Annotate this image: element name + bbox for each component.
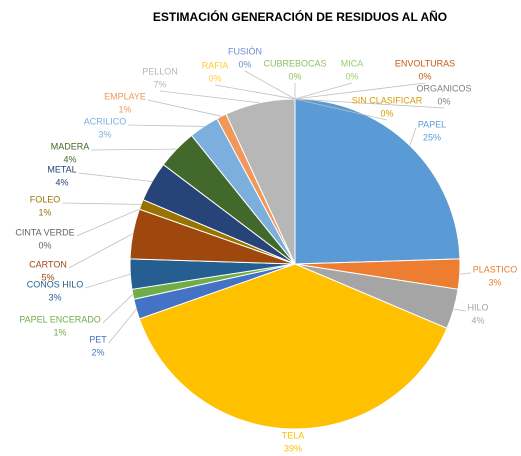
slice-label: FUSIÓN [228,46,262,56]
slice-value-label: 7% [153,79,166,89]
slice-label: TELA [282,430,305,440]
leader-line [459,272,471,275]
slice-label: ORGANICOS [416,83,471,93]
slice-label: MADERA [51,141,90,151]
slice-value-label: 0% [208,73,221,83]
slice-value-label: 3% [98,129,111,139]
leader-line [68,233,133,269]
leader-line [102,294,134,324]
leader-line [159,90,260,104]
slice-value-label: 0% [238,59,251,69]
slice-label: SIN CLASIFICAR [352,95,423,105]
leader-line [244,70,296,100]
slice-label: PELLON [142,66,178,76]
leader-line [453,308,466,312]
slice-value-label: 4% [471,315,484,325]
slice-value-label: 25% [423,132,441,142]
slice-label: CARTON [29,259,67,269]
chart-title: ESTIMACIÓN GENERACIÓN DE RESIDUOS AL AÑO [153,9,447,24]
pie-slice [138,263,448,430]
slice-label: HILO [467,302,488,312]
slice-label: ENVOLTURAS [395,58,455,68]
leader-line [294,82,353,100]
leader-line [85,273,131,289]
slice-value-label: 5% [41,272,54,282]
leader-line [294,98,388,121]
leader-line [409,127,417,146]
slice-value-label: 0% [345,71,358,81]
slice-value-label: 2% [91,347,104,357]
slice-label: CUBREBOCAS [263,58,326,68]
leader-line [128,124,204,127]
leader-line [147,99,222,117]
slice-value-label: 0% [38,240,51,250]
slice-label: CINTA VERDE [15,227,74,237]
slice-value-label: 0% [437,96,450,106]
slice-label: PAPEL ENCERADO [19,314,101,324]
slice-value-label: 0% [418,71,431,81]
slice-value-label: 1% [118,104,131,114]
slice-label: PAPEL [418,119,446,129]
leader-line [76,208,140,237]
leader-line [78,172,153,182]
slice-label: PLASTICO [473,264,518,274]
slice-label: PET [89,334,107,344]
slice-label: FOLEO [30,194,61,204]
slice-value-label: 1% [38,207,51,217]
leader-line [294,82,426,100]
leader-line [91,148,177,151]
slice-label: EMPLAYE [104,91,146,101]
slice-label: RAFIA [202,60,229,70]
leader-line [294,98,445,109]
leader-line [214,84,296,100]
slice-label: CONOS HILO [27,279,84,289]
slice-value-label: 4% [63,154,76,164]
slice-value-label: 4% [55,177,68,187]
slice-label: ACRILICO [84,116,127,126]
slice-value-label: 3% [48,292,61,302]
leader-line [62,202,142,205]
slice-value-label: 1% [53,327,66,337]
slice-label: METAL [47,164,76,174]
leader-line [108,308,137,344]
slice-label: MICA [341,58,364,68]
slice-value-label: 0% [380,108,393,118]
slice-value-label: 3% [488,277,501,287]
slice-value-label: 0% [288,71,301,81]
slice-value-label: 39% [284,443,302,453]
